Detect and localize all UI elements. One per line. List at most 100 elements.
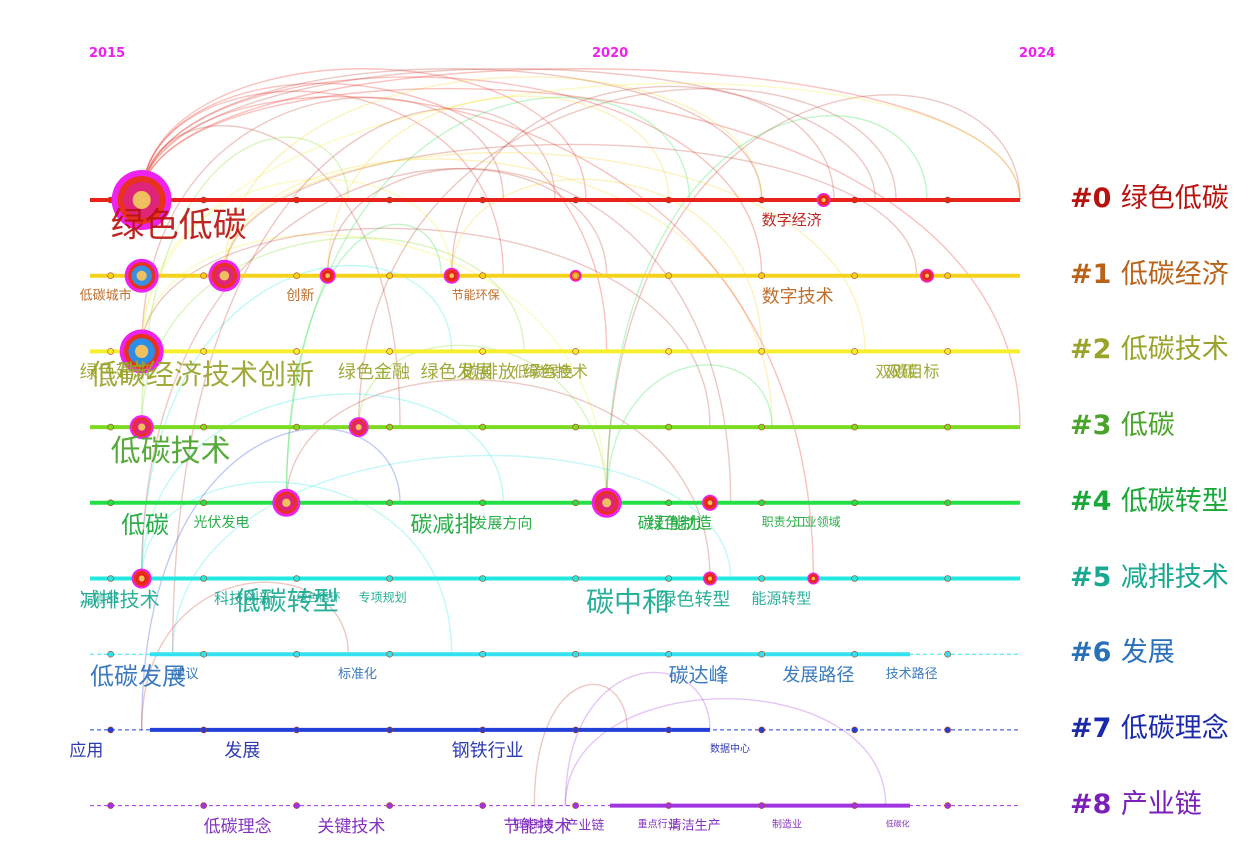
node-core [136, 270, 147, 281]
keyword-label: 发展 [224, 741, 260, 762]
minor-node [851, 726, 858, 734]
keyword-label: 低碳发展 [90, 663, 186, 691]
cluster-id: #7 [1070, 712, 1121, 744]
minor-node [944, 650, 951, 658]
minor-node [944, 802, 951, 809]
arc-link [285, 223, 443, 503]
cluster-name: 绿色低碳 [1120, 183, 1229, 214]
keyword-label: 绿色发展 [421, 362, 493, 383]
cluster-label-2: #2 低碳技术 [1070, 327, 1229, 366]
minor-node [479, 726, 486, 734]
arc-link [223, 151, 866, 352]
keyword-label: 数字经济 [762, 211, 822, 229]
cluster-label-6: #6 发展 [1070, 630, 1175, 669]
minor-node [107, 575, 114, 582]
minor-node [200, 272, 207, 280]
cluster-lanes [90, 196, 1020, 809]
minor-node [851, 272, 858, 280]
arc-link [140, 68, 1021, 201]
keyword-label: 低碳城市 [80, 288, 132, 304]
node-core [707, 500, 713, 506]
cluster-id: #2 [1070, 334, 1121, 366]
minor-node [572, 650, 579, 658]
minor-node [200, 575, 207, 582]
keyword-label: 产业链 [565, 818, 604, 833]
keyword-label: 关键技术 [317, 817, 385, 837]
minor-node [200, 196, 207, 204]
minor-node [479, 650, 486, 658]
keyword-label: 绿色低碳 [111, 205, 247, 245]
cluster-id: #4 [1070, 485, 1121, 517]
minor-node [758, 802, 765, 809]
cluster-name: 低碳 [1120, 410, 1175, 442]
minor-node [758, 272, 765, 280]
keyword-label: 碳排放 [462, 362, 516, 383]
keyword-label: 双碳目标 [875, 362, 939, 381]
keyword-label: 节能环保 [452, 288, 500, 302]
minor-node [386, 802, 393, 809]
arc-link [140, 581, 350, 730]
minor-node [107, 726, 114, 734]
arc-link [140, 96, 505, 352]
keyword-label: 低碳理念 [204, 816, 272, 837]
minor-node [107, 423, 114, 431]
keyword-label: 创新 [286, 288, 314, 304]
keyword-label: 低碳转型 [235, 587, 339, 617]
minor-node [386, 575, 393, 582]
arc-link [285, 96, 691, 503]
keyword-label: 重点行业 [638, 818, 678, 831]
arc-link [140, 68, 587, 201]
cluster-id: #0 [1070, 183, 1121, 214]
keyword-label: 数据中心 [710, 742, 750, 755]
arc-link [140, 227, 711, 428]
keyword-label: 双碳 [886, 362, 918, 381]
arc-link [223, 143, 918, 276]
minor-node [386, 726, 393, 734]
keyword-label: 工业领域 [793, 515, 841, 529]
minor-node [758, 348, 765, 355]
node-core [821, 197, 826, 203]
node-core [138, 575, 145, 582]
keyword-label: 发展路径 [782, 665, 854, 686]
node-core [355, 424, 362, 431]
arc-link [140, 427, 401, 730]
keyword-label: 低碳化 [886, 818, 910, 828]
year-mid-label: 2020 [592, 46, 629, 61]
minor-node [944, 348, 951, 355]
minor-node [665, 575, 672, 582]
cluster-id: #3 [1070, 410, 1121, 442]
arc-link [140, 178, 453, 352]
arc-link [140, 82, 1021, 352]
node-core [924, 273, 930, 278]
minor-node [572, 726, 579, 734]
minor-node [944, 499, 951, 507]
minor-node [293, 196, 300, 204]
minor-node [293, 575, 300, 582]
cluster-label-8: #8 产业链 [1070, 782, 1202, 821]
minor-node [665, 802, 672, 809]
node-core [132, 191, 151, 209]
cluster-id: #1 [1070, 258, 1121, 290]
keyword-label: 光伏发电 [193, 515, 249, 531]
minor-node [851, 423, 858, 431]
keyword-label: 节能技术 [503, 817, 571, 837]
node-core [325, 273, 331, 279]
keyword-label: 钢铁行业 [452, 741, 524, 762]
cluster-label-1: #1 低碳经济 [1070, 252, 1229, 291]
arc-link [326, 95, 670, 276]
node-core [449, 273, 455, 279]
keyword-label: 应用 [69, 741, 103, 761]
arc-link [223, 76, 763, 276]
minor-node [479, 348, 486, 355]
minor-node [851, 196, 858, 204]
minor-node [665, 272, 672, 280]
arc-link [140, 393, 505, 579]
keyword-label: 碳减排 [410, 513, 476, 538]
arc-link [223, 158, 773, 428]
minor-node [851, 802, 858, 809]
arc-link [140, 264, 453, 579]
keyword-label: 制造业 [772, 818, 802, 831]
minor-node [572, 575, 579, 582]
minor-node [665, 499, 672, 507]
